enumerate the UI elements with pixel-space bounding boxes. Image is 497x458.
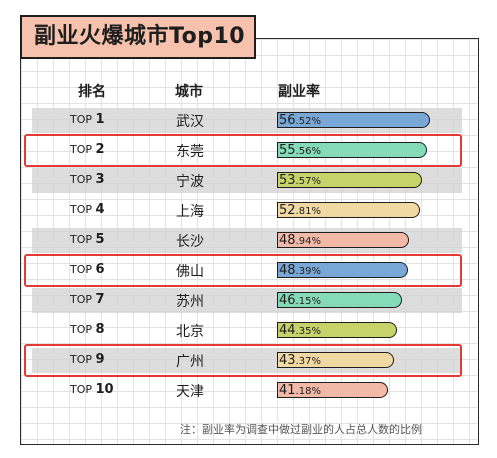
city-label: 宁波 — [176, 174, 204, 190]
table-row: TOP 6 佛山 48.39% — [32, 258, 462, 283]
bar — [277, 262, 408, 278]
rank-label: TOP 8 — [70, 322, 105, 337]
highlight-box — [24, 254, 462, 287]
city-label: 北京 — [176, 324, 204, 340]
rank-label: TOP 2 — [70, 142, 105, 157]
rank-label: TOP 10 — [70, 382, 114, 397]
data-label: 55.56% — [279, 143, 321, 158]
bar — [277, 352, 394, 368]
rank-label: TOP 4 — [70, 202, 105, 217]
highlight-box — [24, 344, 462, 377]
rank-label: TOP 5 — [70, 232, 105, 247]
city-label: 佛山 — [176, 264, 204, 280]
city-label: 天津 — [176, 384, 204, 400]
data-label: 48.39% — [279, 263, 321, 278]
data-label: 44.35% — [279, 323, 321, 338]
bar — [277, 172, 422, 188]
city-label: 武汉 — [176, 114, 204, 130]
rank-label: TOP 7 — [70, 292, 105, 307]
title-underline — [256, 38, 479, 39]
table-row: TOP 8 北京 44.35% — [32, 318, 462, 343]
data-label: 41.18% — [279, 383, 321, 398]
data-label: 43.37% — [279, 353, 321, 368]
city-label: 上海 — [176, 204, 204, 220]
bar — [277, 112, 430, 128]
table-row: TOP 2 东莞 55.56% — [32, 138, 462, 163]
bar — [277, 382, 388, 398]
data-label: 52.81% — [279, 203, 321, 218]
table-row: TOP 10 天津 41.18% — [32, 378, 462, 403]
table-row: TOP 9 广州 43.37% — [32, 348, 462, 373]
bar — [277, 322, 397, 338]
rank-label: TOP 1 — [70, 112, 105, 127]
city-label: 广州 — [176, 354, 204, 370]
bar — [277, 202, 420, 218]
city-label: 东莞 — [176, 144, 204, 160]
table-row: TOP 7 苏州 46.15% — [32, 288, 462, 313]
highlight-box — [24, 134, 462, 167]
table-row: TOP 4 上海 52.81% — [32, 198, 462, 223]
footnote: 注：副业率为调查中做过副业的人占总人数的比例 — [180, 423, 422, 436]
header-rank: 排名 — [78, 84, 106, 100]
table-row: TOP 5 长沙 48.94% — [32, 228, 462, 253]
rank-label: TOP 9 — [70, 352, 105, 367]
header-rate: 副业率 — [278, 84, 320, 100]
rank-label: TOP 6 — [70, 262, 105, 277]
data-label: 46.15% — [279, 293, 321, 308]
table-row: TOP 1 武汉 56.52% — [32, 108, 462, 133]
data-label: 53.57% — [279, 173, 321, 188]
rank-label: TOP 3 — [70, 172, 105, 187]
data-label: 56.52% — [279, 113, 321, 128]
table-row: TOP 3 宁波 53.57% — [32, 168, 462, 193]
city-label: 长沙 — [176, 234, 204, 250]
header-city: 城市 — [175, 84, 203, 100]
data-label: 48.94% — [279, 233, 321, 248]
city-label: 苏州 — [176, 294, 204, 310]
bar — [277, 292, 402, 308]
chart-title: 副业火爆城市Top10 — [20, 15, 256, 59]
bar — [277, 232, 409, 248]
bar — [277, 142, 427, 158]
